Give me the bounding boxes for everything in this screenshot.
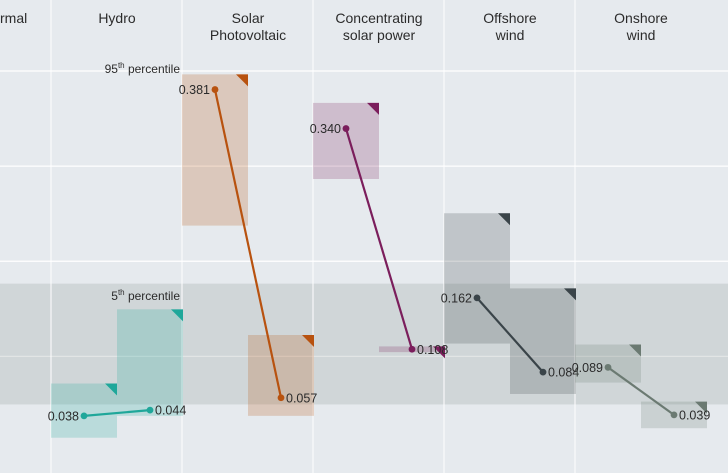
range-corner-start-4 [498, 213, 510, 226]
data-label-4-0: 0.162 [441, 291, 472, 305]
data-label-3-0: 0.340 [310, 122, 341, 136]
range-corner-end-4 [564, 288, 576, 301]
data-point-3-0 [342, 125, 350, 132]
range-corner-end-1 [171, 309, 183, 322]
data-label-3-1: 0.108 [417, 343, 448, 357]
range-corner-start-2 [236, 74, 248, 87]
data-label-1-1: 0.044 [155, 404, 186, 418]
slope-line-3 [344, 128, 414, 350]
range-box-start-2 [182, 74, 248, 226]
data-point-5-0 [604, 363, 612, 371]
slope-line-4 [476, 297, 544, 373]
range-corner-end-2 [302, 335, 314, 347]
category-label-2: Solar Photovoltaic [209, 10, 287, 43]
data-point-2-1 [277, 394, 285, 402]
slope-line-1 [83, 409, 151, 417]
slope-line-5 [607, 366, 675, 416]
category-label-0: rmal [0, 10, 28, 26]
fossil-fuel-band [0, 283, 728, 405]
data-point-1-1 [146, 406, 154, 414]
range-corner-start-5 [629, 344, 641, 357]
data-label-5-1: 0.039 [679, 408, 710, 422]
range-corner-start-1 [105, 383, 117, 396]
category-label-5: Onshore wind [614, 10, 668, 43]
data-label-2-1: 0.057 [286, 391, 317, 405]
data-point-3-1 [408, 345, 416, 353]
data-point-4-0 [473, 294, 481, 302]
data-label-4-1: 0.084 [548, 366, 579, 380]
range-corner-start-3 [367, 102, 379, 115]
data-point-1-0 [80, 412, 88, 420]
data-label-1-0: 0.038 [48, 409, 79, 423]
data-point-5-1 [670, 411, 678, 419]
p95-annotation: 95th percentile [104, 61, 180, 76]
range-box-end-2 [248, 335, 314, 416]
category-label-3: Concentrating solar power [335, 10, 423, 43]
range-box-start-3 [313, 102, 379, 179]
data-point-2-0 [211, 86, 219, 93]
category-label-1: Hydro [98, 10, 136, 26]
data-label-5-0: 0.089 [572, 361, 603, 375]
data-point-4-1 [539, 368, 547, 376]
range-box-start-5 [575, 344, 641, 383]
range-corner-end-5 [695, 401, 707, 414]
range-corner-end-3 [433, 346, 445, 359]
data-label-2-0: 0.381 [179, 83, 210, 97]
range-box-start-1 [51, 383, 117, 438]
range-box-end-4 [510, 288, 576, 394]
slope-line-2 [213, 89, 283, 399]
range-box-end-1 [117, 309, 183, 416]
p5-annotation: 5th percentile [111, 288, 180, 303]
category-label-4: Offshore wind [483, 10, 537, 43]
